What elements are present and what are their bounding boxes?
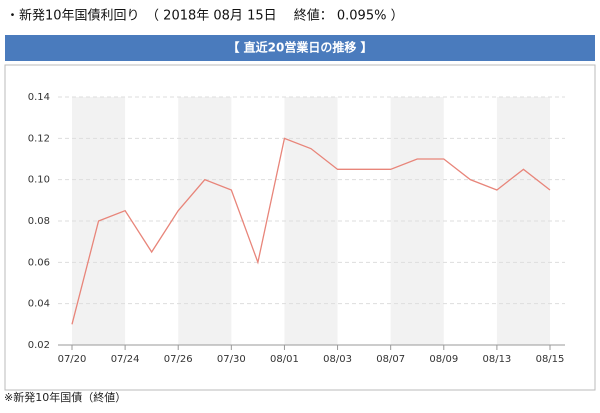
y-tick-label: 0.14 bbox=[28, 92, 50, 103]
header: ・新発10年国債利回り （ 2018年 08月 15日 終値： 0.095% ） bbox=[6, 8, 404, 24]
x-tick-label: 08/07 bbox=[376, 354, 405, 365]
chart-title: 【 直近20営業日の推移 】 bbox=[227, 40, 372, 55]
x-tick-label: 07/20 bbox=[58, 354, 87, 365]
x-tick-label: 08/03 bbox=[323, 354, 352, 365]
footnote: ※新発10年国債（終値） bbox=[4, 390, 126, 404]
y-tick-label: 0.12 bbox=[28, 133, 50, 144]
x-tick-label: 07/24 bbox=[111, 354, 140, 365]
x-tick-label: 07/30 bbox=[217, 354, 246, 365]
line bbox=[71, 137, 551, 325]
x-tick-label: 08/15 bbox=[536, 354, 565, 365]
title-bar bbox=[5, 35, 595, 61]
y-tick-label: 0.02 bbox=[28, 340, 50, 351]
y-tick-label: 0.10 bbox=[28, 175, 50, 186]
x-tick-label: 08/01 bbox=[270, 354, 299, 365]
y-tick-label: 0.06 bbox=[28, 257, 50, 268]
x-tick-label: 07/26 bbox=[164, 354, 193, 365]
y-tick-label: 0.04 bbox=[28, 299, 50, 310]
y-tick-label: 0.08 bbox=[28, 216, 50, 227]
x-tick-label: 08/09 bbox=[429, 354, 458, 365]
x-tick-label: 08/13 bbox=[482, 354, 511, 365]
